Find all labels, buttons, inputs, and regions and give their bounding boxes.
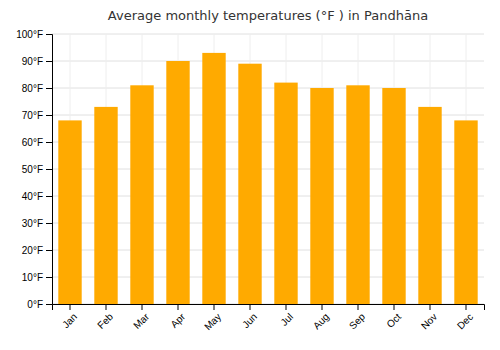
y-tick: 80°F [22,83,52,94]
x-tick-mark [394,304,395,310]
y-tick-mark [46,61,52,62]
y-tick-label: 70°F [22,110,43,121]
chart: 0°F 10°F 20°F 30°F 40°F 50°F 60°F 70°F 80°F 90°F 1… [0,0,500,350]
x-tick-label: Dec [455,311,475,331]
x-tick-mark [466,304,467,310]
bar [454,120,477,304]
x-tick-mark [106,304,107,310]
x-tick-label: Nov [419,311,439,331]
y-tick-mark [46,169,52,170]
grid [52,34,484,304]
y-tick: 60°F [22,137,52,148]
bar [346,85,369,304]
bar [310,88,333,304]
x-tick-label: Jul [278,311,295,328]
x-tick-mark [250,304,251,310]
x-tick-mark [286,304,287,310]
x-axis-line [53,305,485,311]
bar [274,83,297,304]
x-tick-mark [214,304,215,310]
x-tick-mark [430,304,431,310]
y-tick: 50°F [22,164,52,175]
x-tick: Jan [60,304,79,330]
x-tick: Dec [455,304,475,331]
y-axis-line [46,35,53,305]
y-tick: 30°F [22,218,52,229]
y-tick: 70°F [22,110,52,121]
x-tick: Nov [419,304,439,331]
y-tick: 90°F [22,56,52,67]
y-tick-label: 10°F [22,272,43,283]
x-tick-mark [178,304,179,310]
x-tick-mark [322,304,323,310]
bars [58,53,477,304]
plot-area: 0°F 10°F 20°F 30°F 40°F 50°F 60°F 70°F 80°F 90°F 1… [16,29,484,333]
x-tick-label: Mar [131,311,151,331]
x-tick-label: Oct [384,311,403,330]
x-tick: Feb [95,304,115,331]
x-tick: Aug [311,304,331,331]
y-tick: 40°F [22,191,52,202]
y-tick-mark [46,277,52,278]
x-tick: Jul [278,304,295,328]
bar [382,88,405,304]
y-tick-mark [46,34,52,35]
y-tick-label: 50°F [22,164,43,175]
y-tick-label: 0°F [27,299,43,310]
title: Average monthly temperatures (°F ) in Pa… [108,8,428,23]
x-tick-mark [70,304,71,310]
bar [58,120,81,304]
y-tick-label: 20°F [22,245,43,256]
bar [238,64,261,304]
x-tick: Jun [240,304,259,330]
x-tick: Apr [168,304,187,330]
y-tick: 10°F [22,272,52,283]
y-tick-label: 90°F [22,56,43,67]
y-tick-mark [46,223,52,224]
bar [130,85,153,304]
bar [202,53,225,304]
x-tick: May [202,304,223,332]
y-tick-label: 80°F [22,83,43,94]
x-tick-label: Jan [60,311,79,330]
grid-line [52,61,484,62]
x-tick: Sep [347,304,368,331]
x-tick-label: Jun [240,311,259,330]
y-tick-mark [46,142,52,143]
y-tick-label: 40°F [22,191,43,202]
y-tick-mark [46,304,52,305]
bar [418,107,441,304]
bar [166,61,189,304]
x-tick: Mar [131,304,151,331]
y-tick-label: 30°F [22,218,43,229]
bar [94,107,117,304]
y-tick-mark [46,196,52,197]
x-tick-mark [142,304,143,310]
x-tick-label: Feb [95,311,115,331]
y-tick: 0°F [27,299,52,310]
x-tick-label: Apr [168,311,187,330]
x-tick: Oct [384,304,403,330]
y-tick: 100°F [16,29,52,40]
x-tick-label: May [202,311,223,332]
y-axis: 0°F 10°F 20°F 30°F 40°F 50°F 60°F 70°F 80°F 90°F 1… [16,29,52,310]
y-tick-mark [46,250,52,251]
y-tick-label: 60°F [22,137,43,148]
y-tick: 20°F [22,245,52,256]
grid-line [52,88,484,89]
x-tick-mark [358,304,359,310]
x-tick-label: Aug [311,311,331,331]
y-tick-label: 100°F [16,29,43,40]
grid-line [52,34,484,35]
x-axis: Jan Feb Mar Apr May Jun Jul Aug Sep Oct Nov Dec [53,304,485,332]
y-tick-mark [46,88,52,89]
x-tick-label: Sep [347,311,368,332]
y-tick-mark [46,115,52,116]
